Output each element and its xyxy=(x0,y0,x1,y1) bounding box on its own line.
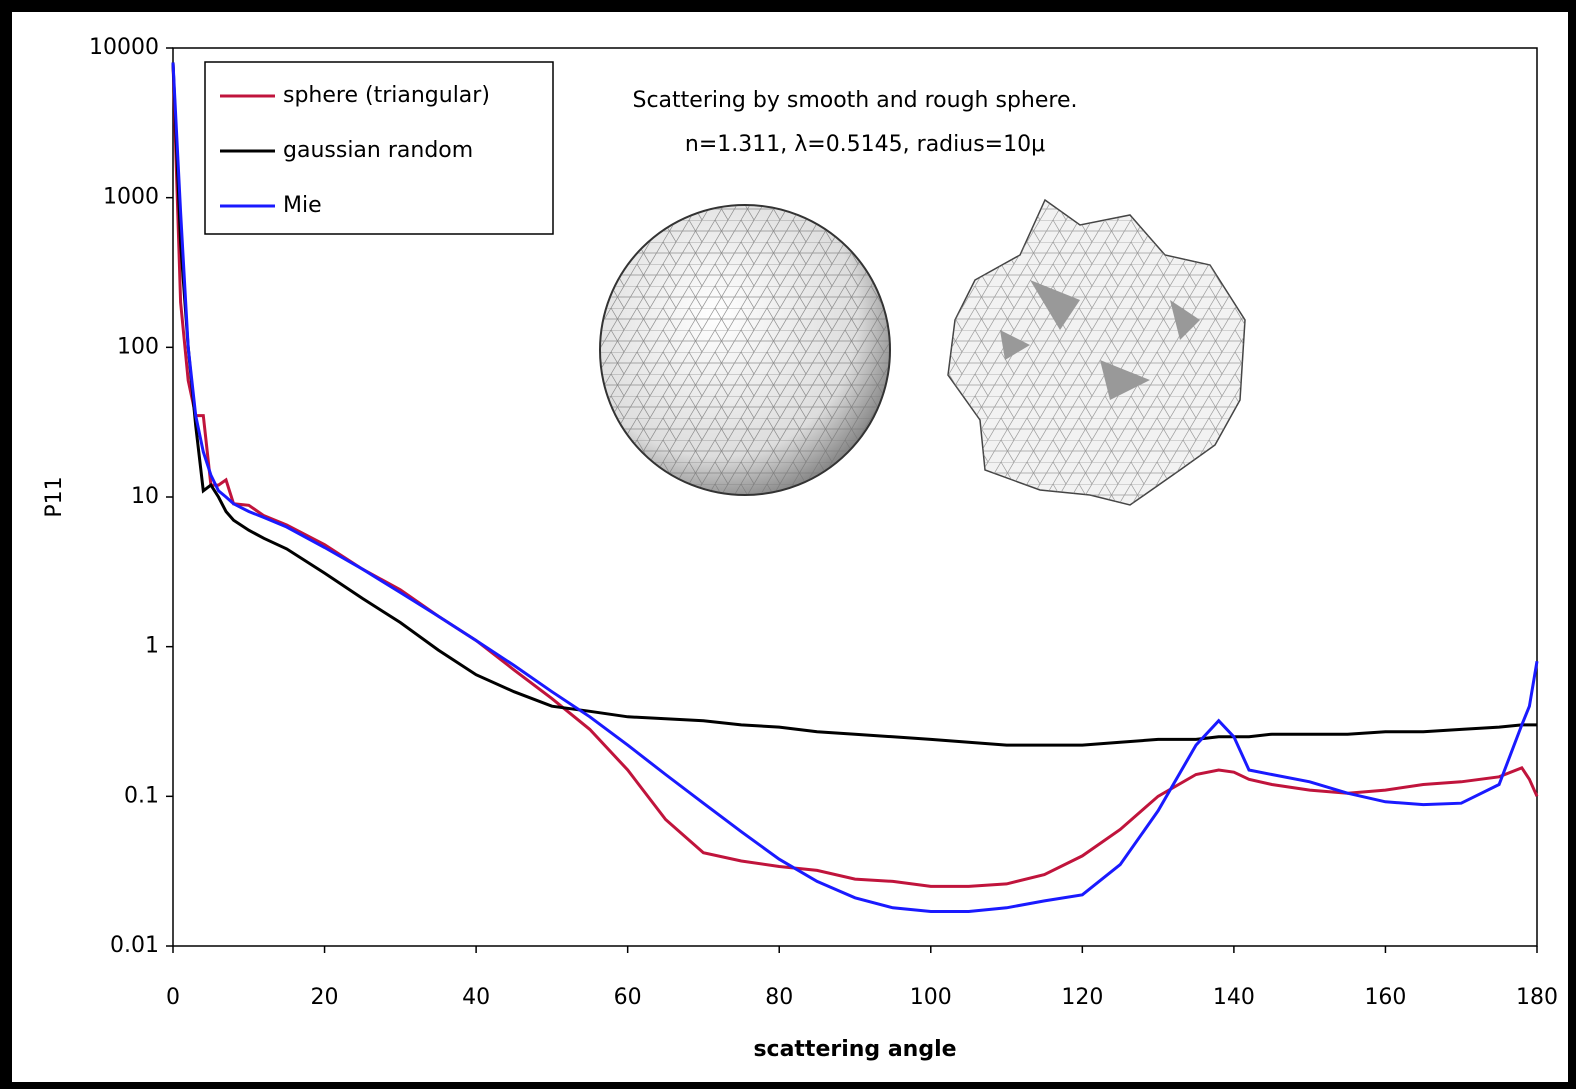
x-tick-label: 80 xyxy=(765,985,793,1010)
y-tick-label: 100 xyxy=(117,334,159,359)
y-tick-label: 1 xyxy=(145,634,159,659)
legend-label: Mie xyxy=(283,193,322,218)
legend-label: gaussian random xyxy=(283,138,473,163)
x-axis-label: scattering angle xyxy=(753,1037,956,1062)
x-tick-label: 140 xyxy=(1213,985,1255,1010)
series-line xyxy=(171,62,1539,913)
rough-sphere xyxy=(947,198,1246,506)
y-axis-label: P11 xyxy=(42,476,67,517)
x-tick-label: 120 xyxy=(1061,985,1103,1010)
legend-label: sphere (triangular) xyxy=(283,83,490,108)
x-tick-label: 0 xyxy=(166,985,180,1010)
y-tick-label: 0.01 xyxy=(110,933,159,958)
y-tick-label: 1000 xyxy=(103,185,159,210)
y-tick-label: 10 xyxy=(131,484,159,509)
x-tick-label: 60 xyxy=(614,985,642,1010)
series-line xyxy=(171,62,1537,747)
x-tick-label: 180 xyxy=(1516,985,1558,1010)
y-tick-label: 0.1 xyxy=(124,783,159,808)
x-tick-label: 160 xyxy=(1364,985,1406,1010)
smooth-sphere xyxy=(599,204,891,496)
y-tick-label: 10000 xyxy=(89,35,159,60)
x-tick-label: 100 xyxy=(910,985,952,1010)
chart-subtitle: n=1.311, λ=0.5145, radius=10μ xyxy=(685,132,1045,157)
chart-title: Scattering by smooth and rough sphere. xyxy=(633,88,1078,113)
x-tick-label: 20 xyxy=(311,985,339,1010)
x-tick-label: 40 xyxy=(462,985,490,1010)
